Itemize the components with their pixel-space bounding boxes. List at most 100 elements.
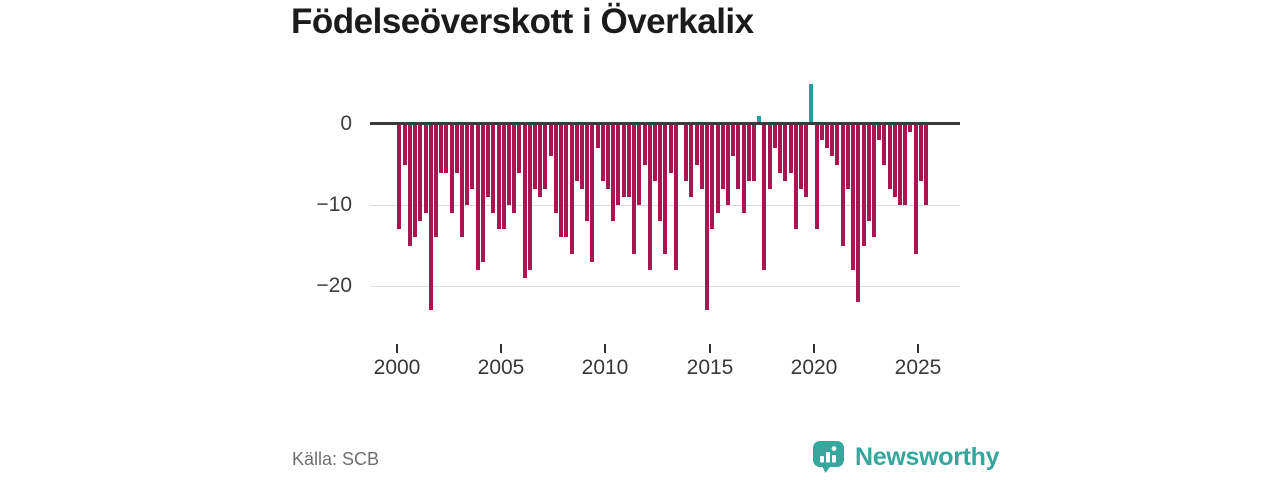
bar [705,124,710,311]
bar [590,124,595,262]
bar [574,124,579,181]
bar [465,124,470,205]
zero-axis-line [370,122,960,125]
bar [632,124,637,254]
y-tick-label: −20 [316,274,352,297]
bar [470,124,475,189]
x-tick-label: 2005 [477,356,525,379]
bar [845,124,850,189]
bar [788,124,793,173]
bar [918,124,923,181]
bar [772,124,777,149]
bar [684,124,689,181]
bar [851,124,856,270]
chart-title: Födelseöverskott i Överkalix [291,2,754,41]
bar [569,124,574,254]
bar [856,124,861,303]
bar [616,124,621,205]
bar [877,124,882,141]
bar [762,124,767,270]
bar [835,124,840,165]
bar [778,124,783,173]
bar [579,124,584,189]
bar [506,124,511,205]
bar [715,124,720,214]
bar [892,124,897,197]
bar [908,124,913,133]
bar [731,124,736,157]
bar [658,124,663,222]
bar [407,124,412,246]
bar [501,124,506,230]
bar [533,124,537,189]
bar [767,124,772,189]
newsworthy-logo-icon [812,440,846,474]
bar [663,124,668,254]
bar [673,124,678,270]
bar [814,124,819,230]
bar [439,124,444,173]
bar [626,124,631,197]
bar [517,124,522,173]
bar [486,124,490,197]
x-tickmark [709,344,711,353]
bar [793,124,798,230]
bar [861,124,866,246]
x-tickmark [813,344,815,353]
bar [611,124,616,222]
bar [637,124,642,205]
bar [548,124,553,157]
bar [924,124,929,205]
bar [553,124,558,214]
bar [606,124,610,189]
bar [621,124,626,197]
bar [397,124,402,230]
bar [642,124,647,165]
newsworthy-wordmark: Newsworthy [855,443,1000,471]
bar [903,124,908,205]
bar [866,124,871,222]
bar [480,124,485,262]
x-tickmark [396,344,398,353]
x-tickmark [917,344,919,353]
bar [819,124,824,141]
bar [871,124,876,238]
bar [809,84,814,125]
bar [475,124,480,270]
x-tick-label: 2000 [373,356,421,379]
bar [825,124,829,149]
bar [710,124,715,230]
x-tick-label: 2015 [686,356,734,379]
newsworthy-logo: Newsworthy [812,440,1000,474]
bar [585,124,590,222]
x-tickmark [604,344,606,353]
bar [449,124,454,214]
bar [752,124,756,181]
bar [720,124,725,189]
bar [694,124,699,165]
bar [741,124,746,214]
bar [746,124,751,181]
bar [652,124,657,181]
bar [736,124,741,189]
bar [804,124,809,197]
bar [454,124,459,173]
bar [564,124,569,238]
bar [433,124,438,238]
x-tick-label: 2020 [790,356,838,379]
bar [840,124,845,246]
bar [887,124,892,189]
bar [913,124,918,254]
bar [512,124,517,214]
source-note: Källa: SCB [292,449,380,469]
bar [830,124,835,157]
bar [668,124,673,173]
bar [898,124,902,205]
bar [496,124,501,230]
bar [595,124,600,149]
x-tick-label: 2010 [581,356,629,379]
y-tick-label: 0 [340,112,352,135]
bar [559,124,563,238]
x-tick-label: 2025 [894,356,942,379]
